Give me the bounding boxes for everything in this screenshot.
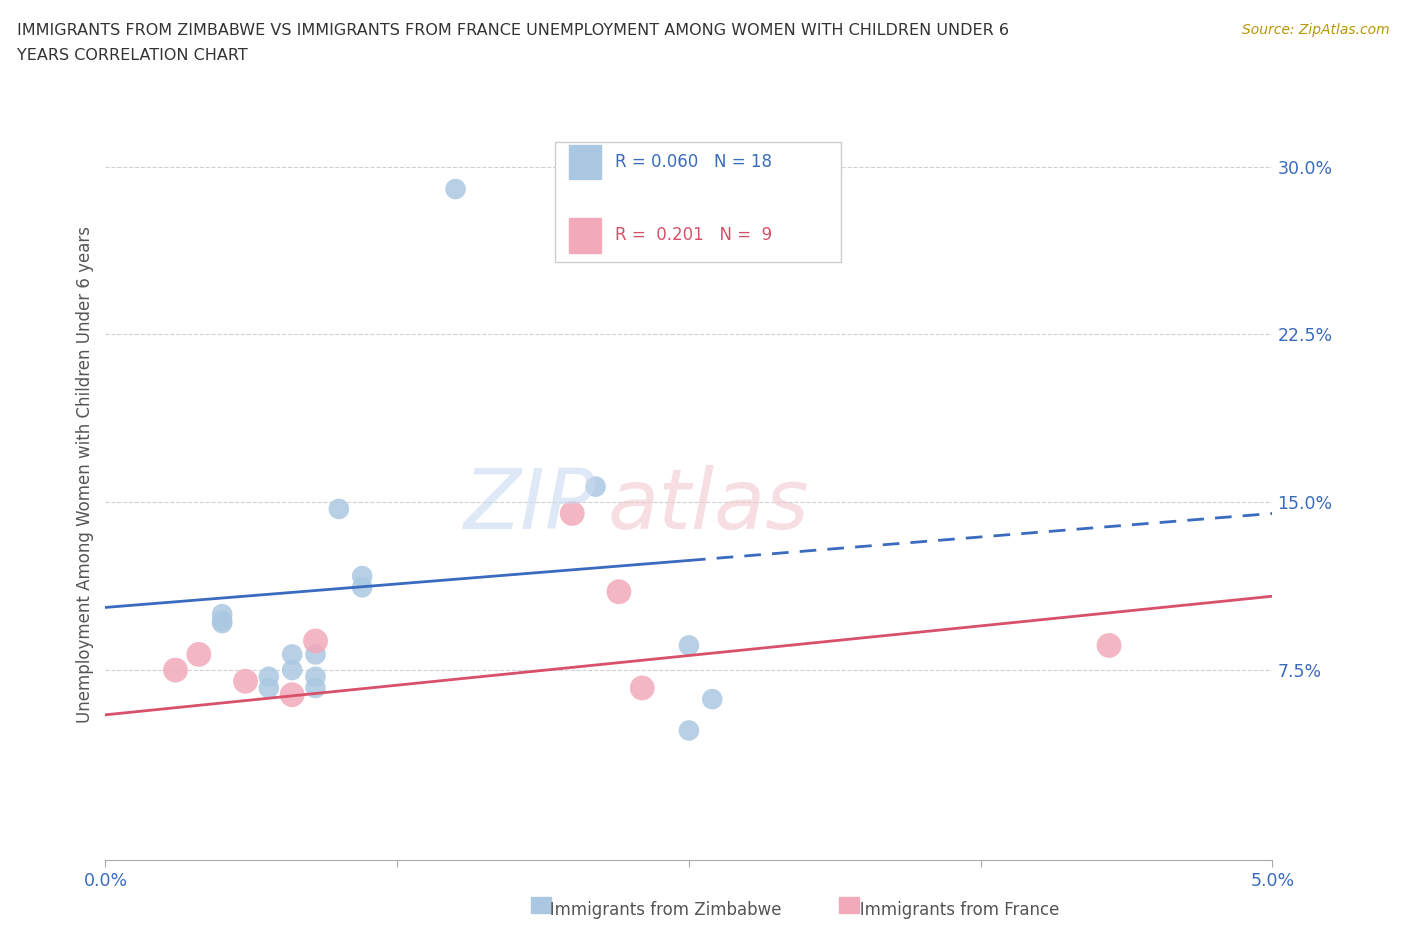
Point	[281, 663, 304, 678]
Text: R =  0.201   N =  9: R = 0.201 N = 9	[616, 226, 772, 245]
Point	[561, 506, 583, 521]
Text: Immigrants from Zimbabwe: Immigrants from Zimbabwe	[534, 900, 782, 919]
Text: Immigrants from France: Immigrants from France	[844, 900, 1059, 919]
Bar	[839, 897, 859, 913]
Text: IMMIGRANTS FROM ZIMBABWE VS IMMIGRANTS FROM FRANCE UNEMPLOYMENT AMONG WOMEN WITH: IMMIGRANTS FROM ZIMBABWE VS IMMIGRANTS F…	[17, 23, 1010, 38]
Text: R = 0.060   N = 18: R = 0.060 N = 18	[616, 153, 772, 171]
Point	[304, 647, 326, 662]
Point	[211, 616, 233, 631]
Point	[211, 606, 233, 621]
Point	[304, 681, 326, 696]
Text: YEARS CORRELATION CHART: YEARS CORRELATION CHART	[17, 48, 247, 63]
Point	[235, 674, 257, 689]
Point	[678, 723, 700, 737]
Bar	[569, 218, 602, 253]
Point	[281, 687, 304, 702]
FancyBboxPatch shape	[555, 142, 841, 262]
Y-axis label: Unemployment Among Women with Children Under 6 years: Unemployment Among Women with Children U…	[76, 226, 94, 723]
Point	[631, 681, 654, 696]
Text: Source: ZipAtlas.com: Source: ZipAtlas.com	[1241, 23, 1389, 37]
Point	[304, 633, 326, 648]
Point	[165, 663, 187, 678]
Point	[702, 692, 724, 707]
Point	[328, 501, 350, 516]
Point	[281, 647, 304, 662]
Point	[678, 638, 700, 653]
Point	[607, 584, 630, 599]
Text: ZIP: ZIP	[464, 465, 596, 546]
Point	[352, 579, 374, 594]
Bar	[531, 897, 551, 913]
Text: atlas: atlas	[607, 465, 808, 546]
Bar	[569, 145, 602, 179]
Point	[304, 670, 326, 684]
Point	[444, 181, 467, 196]
Point	[585, 479, 607, 494]
Point	[187, 647, 209, 662]
Point	[1098, 638, 1121, 653]
Point	[257, 681, 280, 696]
Point	[257, 670, 280, 684]
Point	[211, 614, 233, 629]
Point	[352, 568, 374, 583]
